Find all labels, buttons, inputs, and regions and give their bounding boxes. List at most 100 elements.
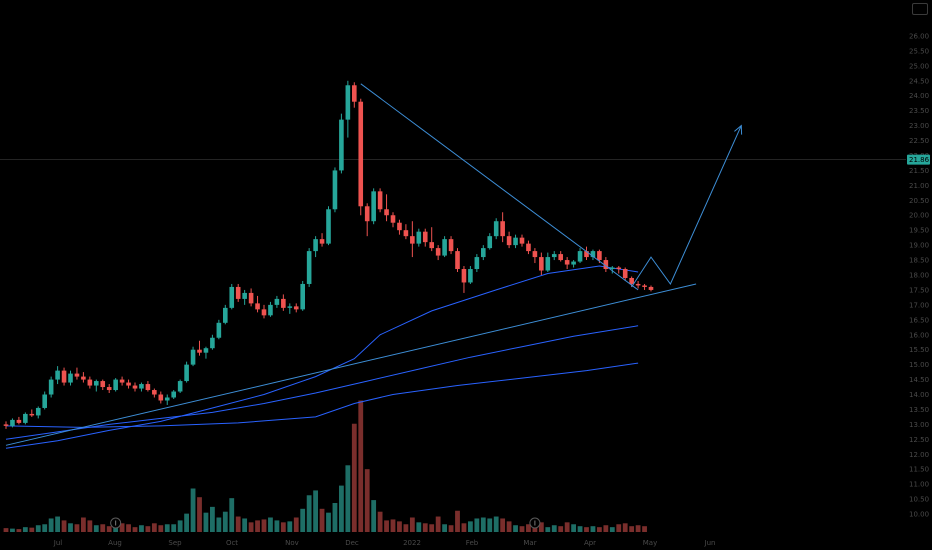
volume-bar bbox=[551, 525, 557, 532]
x-tick-label: Oct bbox=[226, 539, 238, 547]
volume-bar bbox=[119, 523, 125, 532]
y-tick-label: 22.50 bbox=[909, 137, 929, 145]
support-trendline[interactable] bbox=[5, 283, 697, 446]
moving-average-line bbox=[5, 325, 639, 440]
y-tick-label: 13.50 bbox=[909, 406, 929, 414]
candle-body bbox=[248, 292, 254, 304]
x-tick-label: Jun bbox=[704, 539, 716, 547]
candle-body bbox=[35, 407, 41, 416]
candle-body bbox=[558, 254, 563, 261]
volume-bar bbox=[403, 524, 409, 532]
y-tick-label: 17.50 bbox=[909, 286, 929, 294]
x-tick-label: Jul bbox=[53, 539, 63, 547]
y-tick-label: 11.50 bbox=[909, 466, 929, 474]
x-tick-label: May bbox=[643, 539, 657, 547]
volume-bar bbox=[326, 512, 331, 532]
candle-body bbox=[616, 267, 622, 270]
candle-body bbox=[642, 285, 647, 287]
volume-bar bbox=[3, 528, 9, 532]
volume-bar bbox=[42, 524, 48, 532]
volume-bar bbox=[68, 523, 73, 532]
candle-body bbox=[403, 230, 409, 237]
resistance-trendline[interactable] bbox=[360, 83, 639, 291]
volume-bar bbox=[448, 525, 454, 532]
y-tick-label: 14.50 bbox=[909, 376, 929, 384]
volume-bar bbox=[158, 525, 164, 532]
volume-bar bbox=[145, 526, 151, 532]
candle-body bbox=[364, 206, 370, 222]
volume-bar bbox=[545, 527, 551, 532]
y-tick-label: 19.00 bbox=[909, 242, 929, 250]
volume-bar bbox=[274, 520, 280, 532]
candle-body bbox=[113, 379, 118, 391]
candle-body bbox=[3, 424, 9, 426]
volume-bar bbox=[429, 524, 435, 532]
candle-body bbox=[190, 349, 196, 365]
x-tick-label: Aug bbox=[108, 539, 122, 547]
candle-body bbox=[590, 251, 596, 258]
y-tick-label: 23.00 bbox=[909, 122, 929, 130]
candle-body bbox=[268, 304, 273, 316]
y-tick-label: 21.00 bbox=[909, 182, 929, 190]
y-tick-label: 12.50 bbox=[909, 436, 929, 444]
volume-bar bbox=[500, 518, 506, 532]
x-tick-label: 2022 bbox=[403, 539, 421, 547]
arrow-head bbox=[734, 124, 743, 135]
volume-bar bbox=[526, 524, 531, 532]
candle-body bbox=[287, 306, 293, 308]
candle-body bbox=[571, 261, 576, 265]
y-tick-label: 11.00 bbox=[909, 481, 929, 489]
volume-bar bbox=[590, 526, 596, 532]
candle-body bbox=[506, 236, 512, 246]
y-tick-label: 23.50 bbox=[909, 107, 929, 115]
volume-bar bbox=[622, 523, 628, 532]
x-tick-label: Apr bbox=[584, 539, 596, 547]
candle-body bbox=[23, 413, 28, 423]
volume-bar bbox=[480, 517, 486, 532]
volume-bar bbox=[100, 524, 106, 532]
moving-average-line bbox=[5, 362, 639, 428]
volume-bar bbox=[371, 500, 377, 532]
y-tick-label: 24.00 bbox=[909, 92, 929, 100]
volume-bar bbox=[164, 524, 170, 532]
candle-body bbox=[339, 119, 344, 171]
candle-body bbox=[345, 85, 351, 120]
settings-toggle-icon[interactable] bbox=[912, 3, 928, 15]
volume-bar bbox=[603, 525, 609, 532]
volume-bar bbox=[106, 526, 112, 532]
volume-bar bbox=[487, 518, 493, 532]
y-tick-label: 15.50 bbox=[909, 346, 929, 354]
candle-body bbox=[106, 387, 112, 391]
volume-bar bbox=[197, 497, 202, 532]
volume-bar bbox=[609, 527, 615, 532]
time-axis[interactable]: Jul Aug Sep Oct Nov Dec 2022 Feb Mar Apr May Jun bbox=[53, 539, 716, 547]
event-markers[interactable] bbox=[110, 517, 541, 529]
candle-body bbox=[371, 191, 376, 222]
volume-bar bbox=[184, 513, 189, 532]
volume-bar bbox=[642, 526, 647, 532]
candle-body bbox=[429, 242, 434, 249]
candle-body bbox=[397, 222, 402, 231]
volume-bar bbox=[538, 522, 544, 532]
volume-bar bbox=[455, 510, 460, 532]
candle-body bbox=[513, 237, 518, 246]
candle-body bbox=[235, 286, 241, 299]
candle-body bbox=[10, 419, 15, 426]
candle-body bbox=[229, 286, 235, 308]
trend-drawings[interactable] bbox=[5, 83, 743, 446]
y-tick-label: 14.00 bbox=[909, 391, 929, 399]
candle-body bbox=[384, 209, 389, 216]
candle-body bbox=[319, 239, 325, 244]
candle-body bbox=[158, 394, 164, 401]
candle-body bbox=[261, 309, 267, 316]
candle-body bbox=[42, 394, 47, 408]
volume-bar bbox=[235, 516, 241, 532]
volume-bar bbox=[300, 508, 306, 532]
projected-path-arrow[interactable] bbox=[631, 125, 742, 288]
candle-body bbox=[610, 267, 615, 270]
candle-body bbox=[119, 379, 125, 383]
candle-body bbox=[171, 391, 176, 398]
volume-bar bbox=[409, 517, 415, 532]
y-tick-label: 13.00 bbox=[909, 421, 929, 429]
